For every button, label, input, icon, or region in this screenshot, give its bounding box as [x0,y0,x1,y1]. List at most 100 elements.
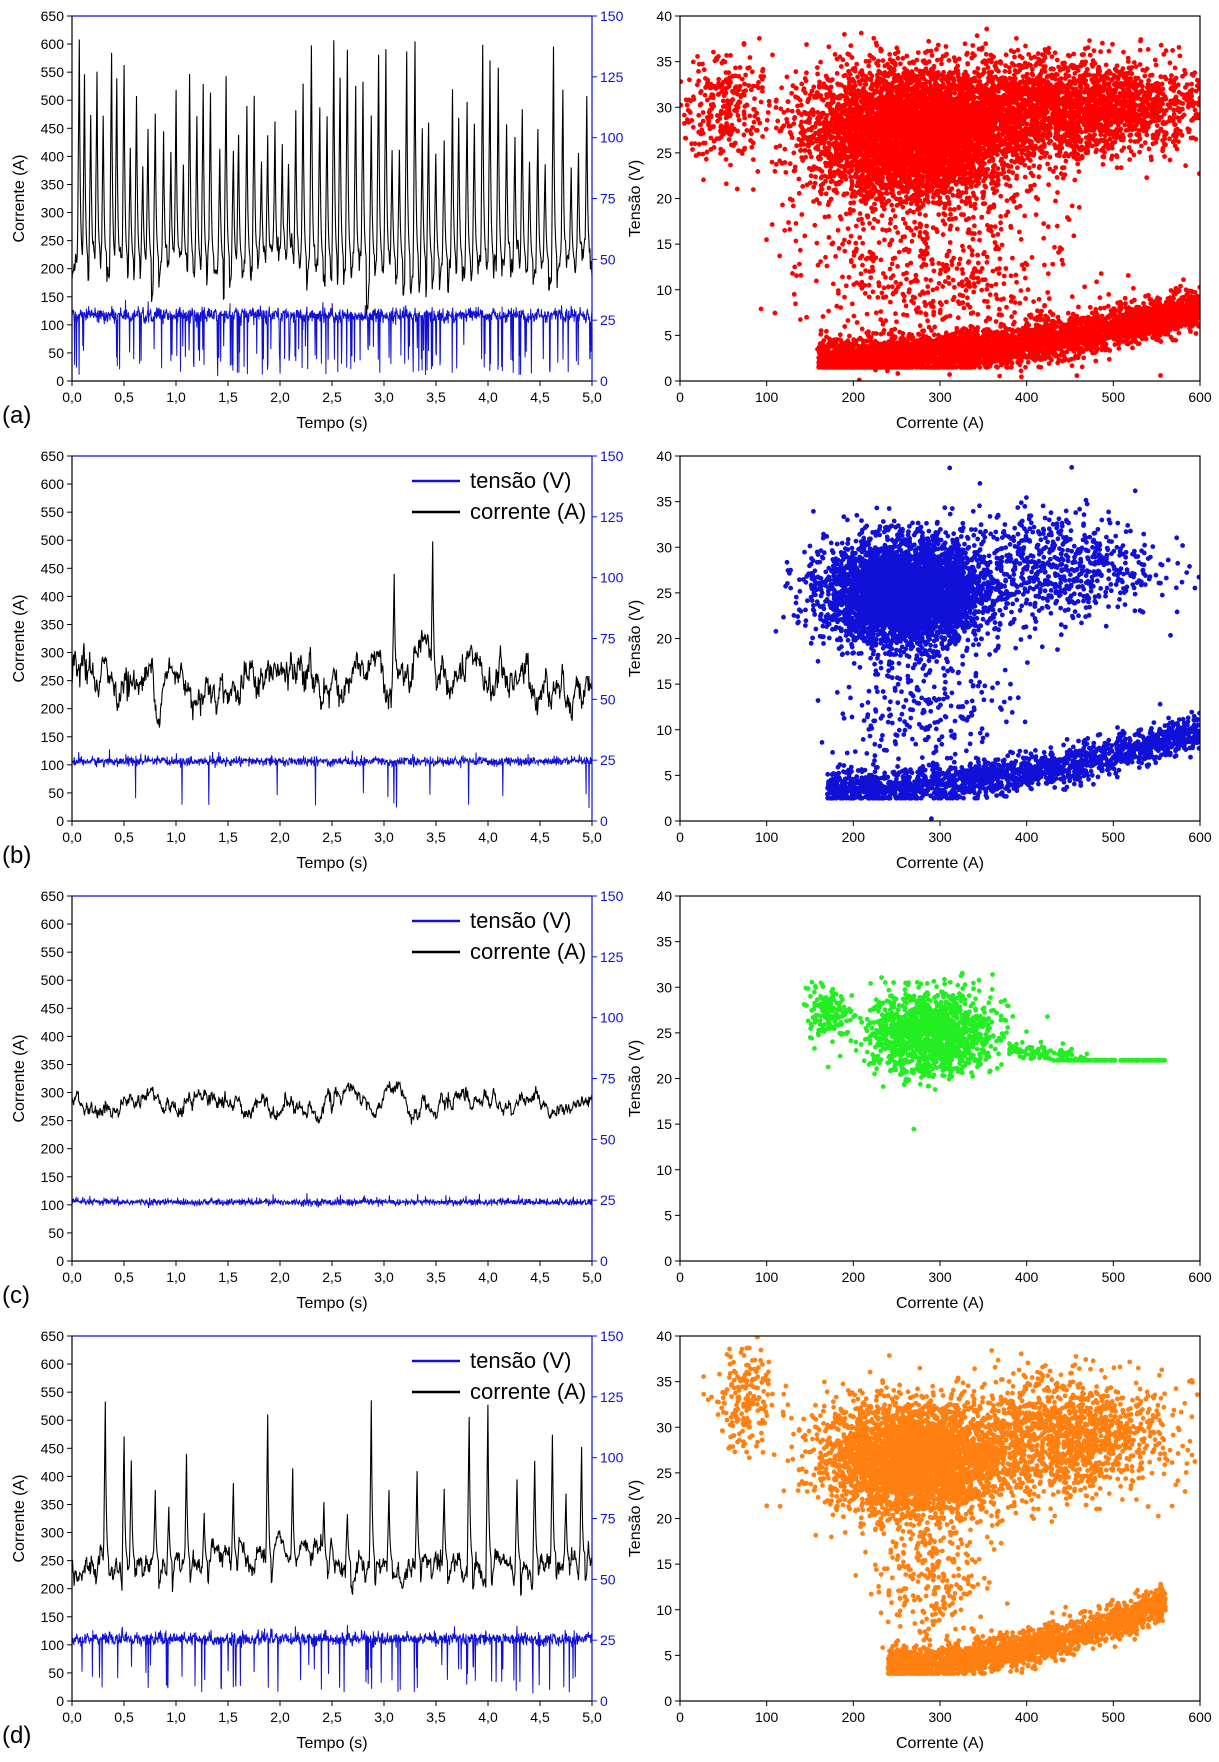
y-tick-label: 450 [41,1440,65,1456]
y-tick-label: 250 [41,673,65,689]
panel-label: (c) [2,1282,30,1309]
y-tick-label: 20 [656,1071,672,1087]
y-tick-label: 350 [41,1496,65,1512]
x-tick-label: 5,0 [582,829,602,845]
x-tick-label: 400 [1015,389,1039,405]
y-tick-label: 0 [664,1693,672,1709]
x-tick-label: 100 [755,829,779,845]
y-tick-label: 200 [41,1581,65,1597]
x-axis-label: Tempo (s) [296,1295,367,1312]
y-tick-label: 30 [656,539,672,555]
y-tick-label: 15 [656,676,672,692]
x-tick-label: 4,5 [530,1269,550,1285]
scatter-points [679,27,1203,383]
y-tick-label: 30 [656,1419,672,1435]
y-tick-label: 20 [656,191,672,207]
x-tick-label: 200 [842,1709,866,1725]
y-axis-label: Tensão (V) [627,1040,644,1117]
y-axis-label: Corrente (A) [11,594,28,682]
y-tick-label: 0 [664,373,672,389]
x-tick-label: 0,5 [114,1269,134,1285]
x-tick-label: 5,0 [582,389,602,405]
y-tick-label: 0 [664,813,672,829]
panel-b-time: 0501001502002503003504004505005506006500… [2,448,624,872]
y-tick-label: 50 [48,785,64,801]
y-tick-label: 35 [656,54,672,70]
scatter-points [701,1334,1200,1676]
panel-c-time: 0501001502002503003504004505005506006500… [2,888,624,1312]
x-tick-label: 1,0 [166,389,186,405]
current-line [72,40,592,314]
x-tick-label: 0 [676,1709,684,1725]
y-tick-label: 500 [41,1412,65,1428]
y2-tick-label: 25 [600,1192,616,1208]
x-tick-label: 4,0 [478,1269,498,1285]
y2-tick-label: 100 [600,570,624,586]
x-tick-label: 200 [842,1269,866,1285]
y-tick-label: 650 [41,448,65,464]
x-tick-label: 200 [842,389,866,405]
y-tick-label: 100 [41,1637,65,1653]
y-tick-label: 350 [41,616,65,632]
x-tick-label: 1,5 [218,1709,238,1725]
x-tick-label: 2,0 [270,389,290,405]
panel-label: (a) [2,402,31,429]
y-tick-label: 5 [664,767,672,783]
x-tick-label: 500 [1102,1709,1126,1725]
y-tick-label: 0 [664,1253,672,1269]
y-tick-label: 100 [41,317,65,333]
y2-tick-label: 75 [600,1511,616,1527]
y-tick-label: 40 [656,448,672,464]
y-tick-label: 300 [41,645,65,661]
x-tick-label: 200 [842,829,866,845]
x-tick-label: 100 [755,389,779,405]
x-tick-label: 2,0 [270,829,290,845]
current-line [72,541,592,727]
y-tick-label: 200 [41,1141,65,1157]
x-tick-label: 400 [1015,829,1039,845]
x-tick-label: 500 [1102,1269,1126,1285]
legend-label-voltage: tensão (V) [470,468,572,493]
y-tick-label: 30 [656,99,672,115]
y2-tick-label: 150 [600,448,624,464]
x-tick-label: 0,5 [114,1709,134,1725]
y-axis-label: Corrente (A) [11,154,28,242]
y-tick-label: 650 [41,1328,65,1344]
x-axis-label: Tempo (s) [296,855,367,872]
x-tick-label: 1,5 [218,389,238,405]
x-tick-label: 3,5 [426,389,446,405]
y-tick-label: 400 [41,1468,65,1484]
y-tick-label: 15 [656,1116,672,1132]
y-tick-label: 450 [41,1000,65,1016]
x-tick-label: 4,5 [530,829,550,845]
y-tick-label: 550 [41,504,65,520]
y2-tick-label: 0 [600,1253,608,1269]
y-tick-label: 10 [656,282,672,298]
x-tick-label: 2,0 [270,1269,290,1285]
panel-d-time: 0501001502002503003504004505005506006500… [2,1328,624,1752]
panel-a-time: 0501001502002503003504004505005506006500… [2,8,624,432]
y-tick-label: 5 [664,327,672,343]
y-tick-label: 650 [41,8,65,24]
x-axis-label: Corrente (A) [896,1735,984,1752]
y-tick-label: 550 [41,1384,65,1400]
panel-label: (d) [2,1722,31,1749]
y-tick-label: 250 [41,1553,65,1569]
x-tick-label: 2,5 [322,1709,342,1725]
x-tick-label: 300 [928,1269,952,1285]
y-tick-label: 25 [656,1025,672,1041]
y2-tick-label: 0 [600,373,608,389]
y2-tick-label: 125 [600,509,624,525]
y-tick-label: 5 [664,1207,672,1223]
y-tick-label: 15 [656,236,672,252]
x-tick-label: 3,5 [426,829,446,845]
legend-label-voltage: tensão (V) [470,1348,572,1373]
y-axis-label: Corrente (A) [11,1034,28,1122]
y-tick-label: 100 [41,757,65,773]
y2-tick-label: 50 [600,251,616,267]
y2-tick-label: 150 [600,1328,624,1344]
x-tick-label: 1,5 [218,829,238,845]
y-tick-label: 200 [41,701,65,717]
x-tick-label: 0 [676,389,684,405]
